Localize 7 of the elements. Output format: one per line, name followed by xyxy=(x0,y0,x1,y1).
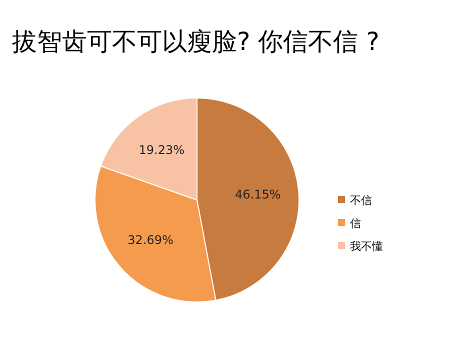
data-label: 19.23% xyxy=(138,143,185,158)
chart-title: 拔智齿可不可以瘦脸? 你信不信 ? xyxy=(12,27,380,56)
legend-label: 不信 xyxy=(350,194,372,207)
data-label: 46.15% xyxy=(235,187,281,202)
legend-label: 我不懂 xyxy=(350,240,383,253)
legend-label: 信 xyxy=(350,217,361,230)
data-label: 32.69% xyxy=(128,232,174,247)
